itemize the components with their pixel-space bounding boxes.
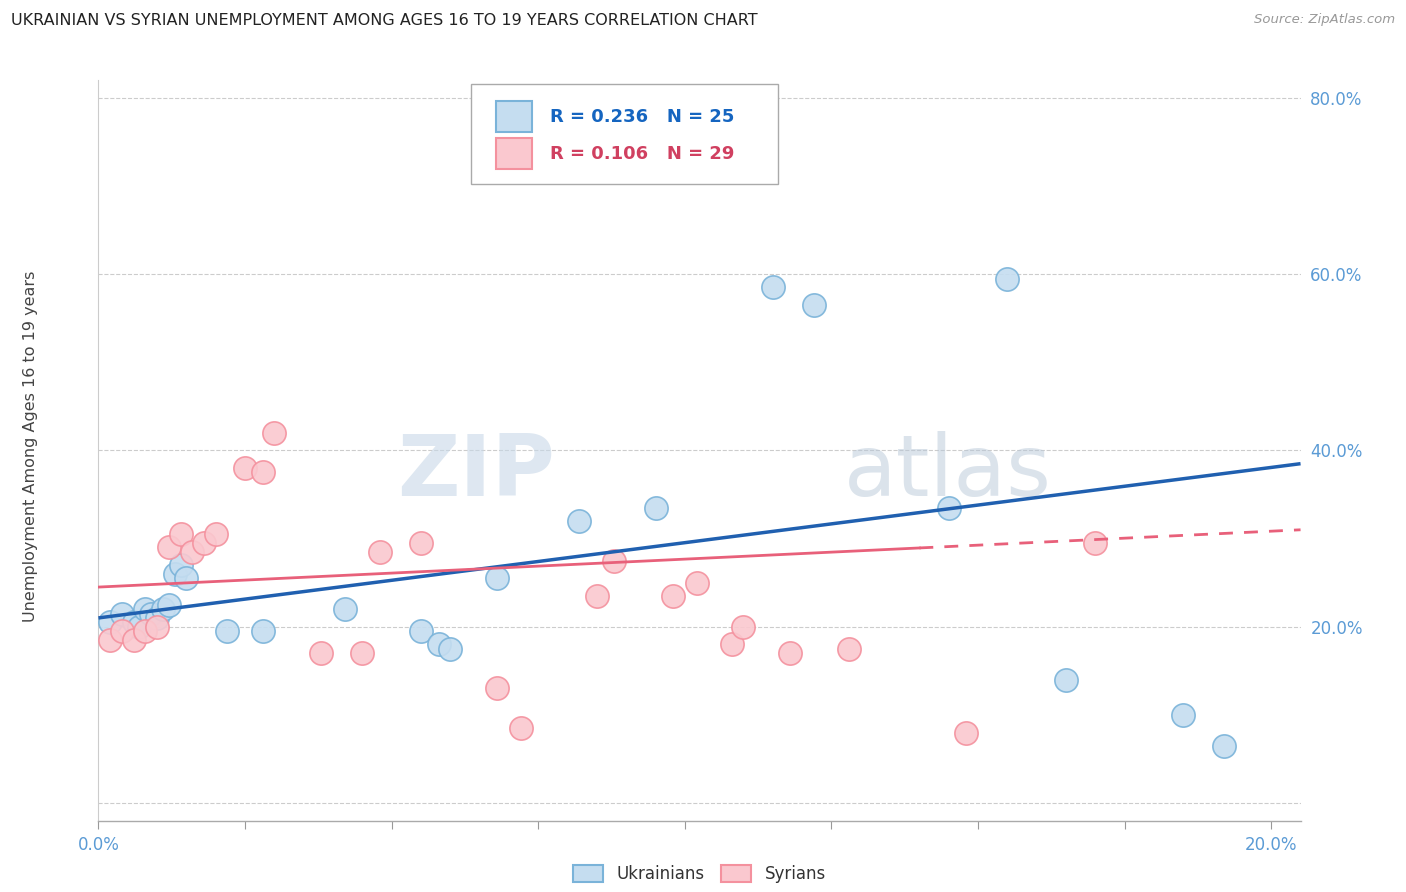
Point <box>128 620 150 634</box>
Point <box>703 161 725 176</box>
Point <box>122 615 145 630</box>
Point <box>368 545 391 559</box>
Text: R = 0.236   N = 25: R = 0.236 N = 25 <box>550 108 735 126</box>
Point <box>779 646 801 660</box>
Point <box>439 641 461 656</box>
Text: Unemployment Among Ages 16 to 19 years: Unemployment Among Ages 16 to 19 years <box>24 270 38 622</box>
Point <box>333 602 356 616</box>
Point <box>486 681 509 696</box>
Point <box>838 641 860 656</box>
Point <box>409 624 432 639</box>
Point <box>762 280 785 294</box>
Text: atlas: atlas <box>844 431 1052 514</box>
Text: ZIP: ZIP <box>398 431 555 514</box>
Point <box>111 624 134 639</box>
Point <box>644 500 666 515</box>
Point <box>98 615 121 630</box>
Point <box>263 425 285 440</box>
Point <box>98 632 121 647</box>
Point <box>1213 739 1236 753</box>
FancyBboxPatch shape <box>496 101 533 132</box>
Point <box>204 527 226 541</box>
Point <box>152 602 174 616</box>
Text: Source: ZipAtlas.com: Source: ZipAtlas.com <box>1254 13 1395 27</box>
Point <box>720 637 742 651</box>
Point <box>409 536 432 550</box>
Text: UKRAINIAN VS SYRIAN UNEMPLOYMENT AMONG AGES 16 TO 19 YEARS CORRELATION CHART: UKRAINIAN VS SYRIAN UNEMPLOYMENT AMONG A… <box>11 13 758 29</box>
Point <box>141 607 163 621</box>
Point <box>1054 673 1077 687</box>
Point <box>427 637 450 651</box>
Point <box>803 298 825 312</box>
FancyBboxPatch shape <box>471 84 778 184</box>
Point <box>111 607 134 621</box>
Point <box>193 536 215 550</box>
Point <box>217 624 239 639</box>
Point <box>146 620 169 634</box>
Point <box>181 545 204 559</box>
Point <box>252 624 274 639</box>
Point <box>233 461 256 475</box>
Point <box>662 589 685 603</box>
Point <box>157 598 180 612</box>
Point <box>176 571 198 585</box>
Point <box>955 725 977 739</box>
Point <box>568 514 591 528</box>
Point <box>134 602 156 616</box>
Point <box>146 611 169 625</box>
Point <box>134 624 156 639</box>
Point <box>586 589 609 603</box>
Point <box>509 721 531 735</box>
Point <box>1173 707 1195 722</box>
Point <box>352 646 374 660</box>
Legend: Ukrainians, Syrians: Ukrainians, Syrians <box>567 858 832 890</box>
Point <box>163 566 186 581</box>
Point <box>122 632 145 647</box>
Text: R = 0.106   N = 29: R = 0.106 N = 29 <box>550 145 735 162</box>
Point <box>252 466 274 480</box>
Point <box>169 527 191 541</box>
Point <box>938 500 960 515</box>
Point <box>1084 536 1107 550</box>
Point <box>733 620 755 634</box>
Point <box>169 558 191 572</box>
Point <box>685 575 707 590</box>
FancyBboxPatch shape <box>496 138 533 169</box>
Point <box>486 571 509 585</box>
Point <box>603 554 626 568</box>
Point <box>995 271 1018 285</box>
Point <box>157 541 180 555</box>
Point <box>309 646 332 660</box>
